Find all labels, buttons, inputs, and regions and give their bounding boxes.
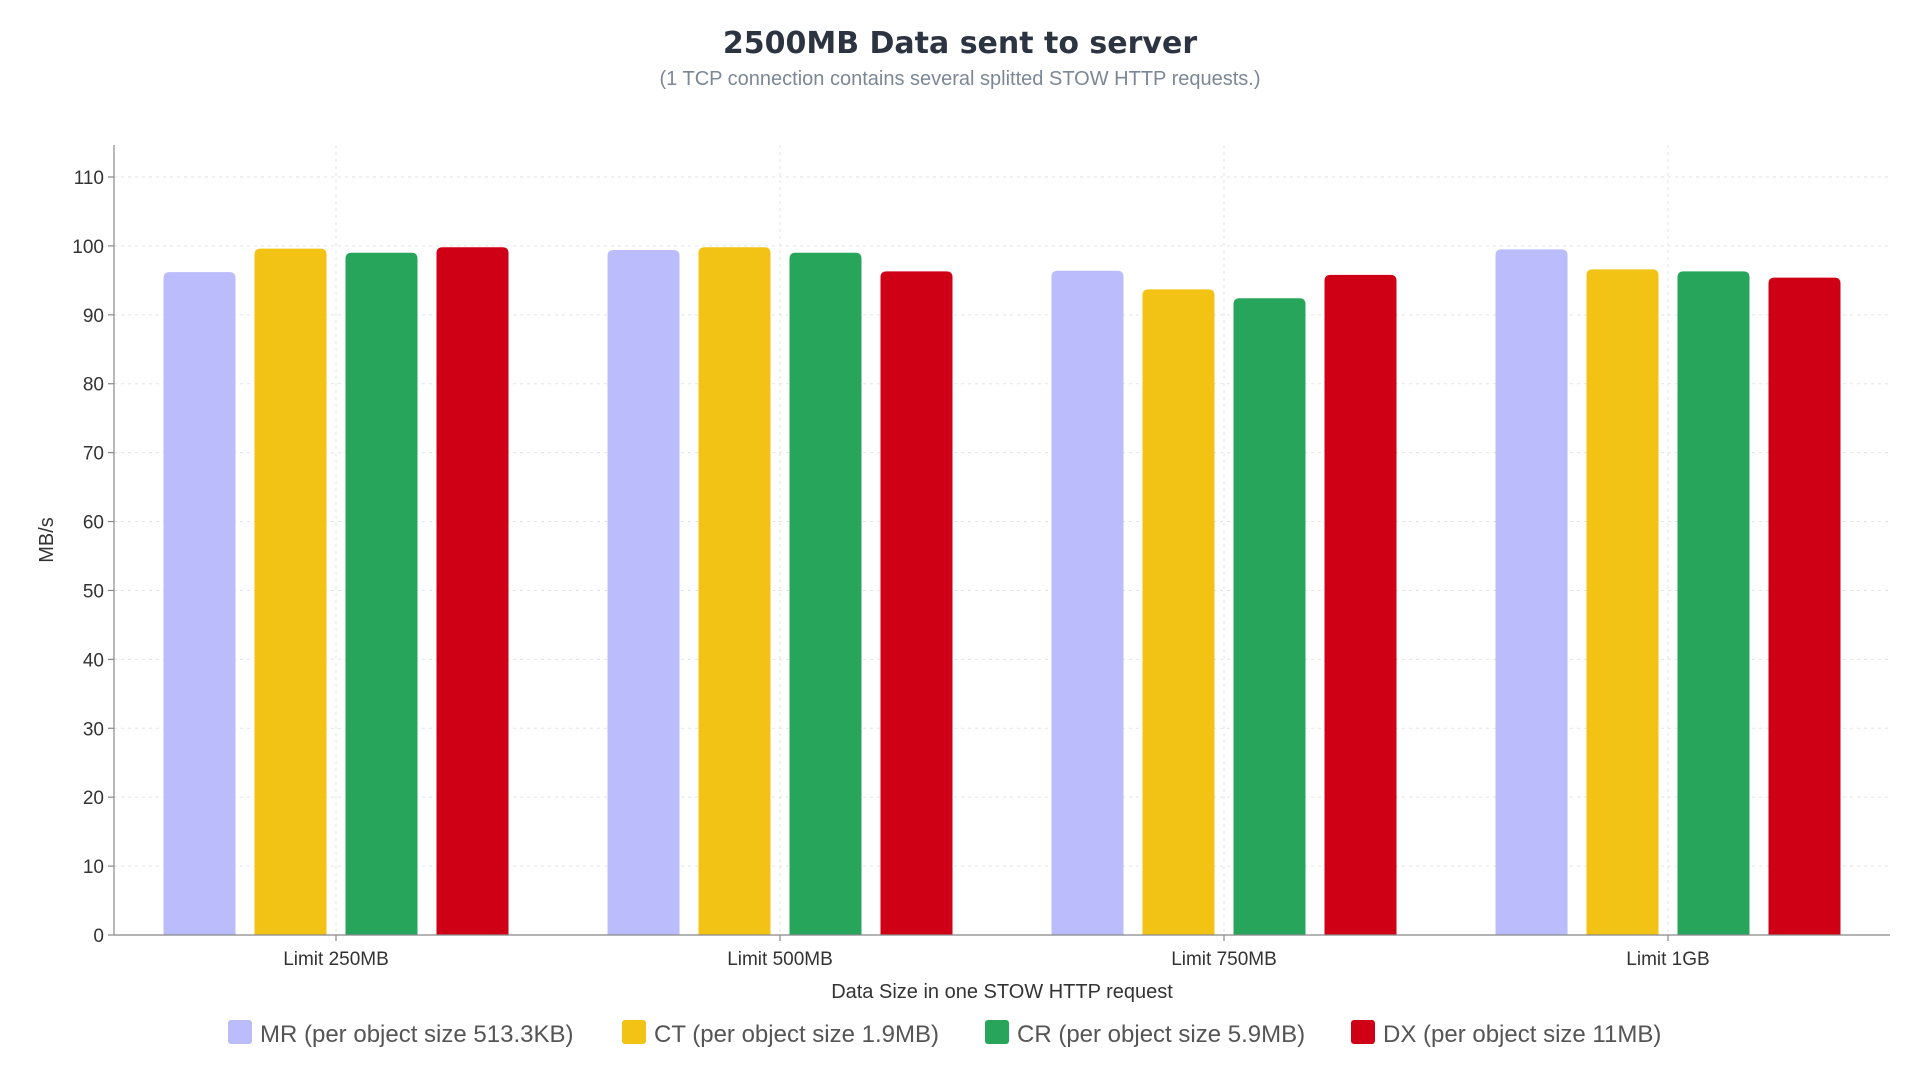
y-tick-label: 70 [83, 444, 104, 465]
y-tick-label: 40 [83, 650, 104, 671]
chart-subtitle: (1 TCP connection contains several split… [660, 68, 1261, 90]
legend-item[interactable]: MR (per object size 513.3KB) [228, 1020, 573, 1048]
legend-item[interactable]: DX (per object size 11MB) [1351, 1020, 1661, 1048]
y-tick-label: 100 [72, 237, 104, 258]
legend-item[interactable]: CT (per object size 1.9MB) [622, 1020, 939, 1048]
legend-label: DX (per object size 11MB) [1383, 1021, 1661, 1048]
legend-label: CT (per object size 1.9MB) [654, 1021, 939, 1048]
bar [254, 248, 327, 935]
y-tick-label: 80 [83, 375, 104, 396]
bar [163, 272, 236, 935]
x-axis-title: Data Size in one STOW HTTP request [831, 981, 1173, 1003]
y-tick-label: 0 [93, 926, 104, 947]
bar [1233, 298, 1306, 935]
bar [607, 250, 680, 935]
y-tick-label: 10 [83, 857, 104, 878]
x-tick-label: Limit 250MB [283, 949, 389, 970]
bar [1677, 271, 1750, 935]
axes [113, 145, 1890, 936]
bar [436, 247, 509, 935]
legend-label: CR (per object size 5.9MB) [1017, 1021, 1305, 1048]
bar [1586, 269, 1659, 935]
x-tick-labels: Limit 250MB Limit 500MB Limit 750MB Limit 1… [283, 935, 1710, 970]
x-tick-label: Limit 750MB [1171, 949, 1277, 970]
bar [789, 252, 862, 936]
bar [1768, 277, 1841, 935]
legend-swatch [1351, 1020, 1375, 1044]
y-tick-label: 50 [83, 581, 104, 602]
legend-label: MR (per object size 513.3KB) [260, 1021, 573, 1048]
bar [880, 271, 953, 935]
y-tick-label: 30 [83, 719, 104, 740]
legend-swatch [228, 1020, 252, 1044]
legend-item[interactable]: CR (per object size 5.9MB) [985, 1020, 1305, 1048]
bar [1051, 270, 1124, 935]
legend: MR (per object size 513.3KB) CT (per obje… [228, 1020, 1661, 1048]
bars [163, 247, 1841, 936]
x-tick-label: Limit 1GB [1626, 949, 1709, 970]
y-tick-label: 20 [83, 788, 104, 809]
y-tick-label: 110 [74, 168, 104, 189]
chart-title: 2500MB Data sent to server [723, 26, 1197, 61]
legend-swatch [985, 1020, 1009, 1044]
legend-swatch [622, 1020, 646, 1044]
bar [1324, 274, 1397, 935]
bar [698, 247, 771, 935]
y-tick-label: 90 [83, 306, 104, 327]
y-axis-title: MB/s [36, 517, 58, 563]
y-tick-label: 60 [83, 513, 104, 534]
bar [345, 252, 418, 936]
bar [1142, 289, 1215, 936]
x-tick-label: Limit 500MB [727, 949, 833, 970]
y-tick-labels: 0 10 20 30 40 50 60 70 80 90 100 110 [72, 168, 114, 947]
bar [1495, 249, 1568, 935]
